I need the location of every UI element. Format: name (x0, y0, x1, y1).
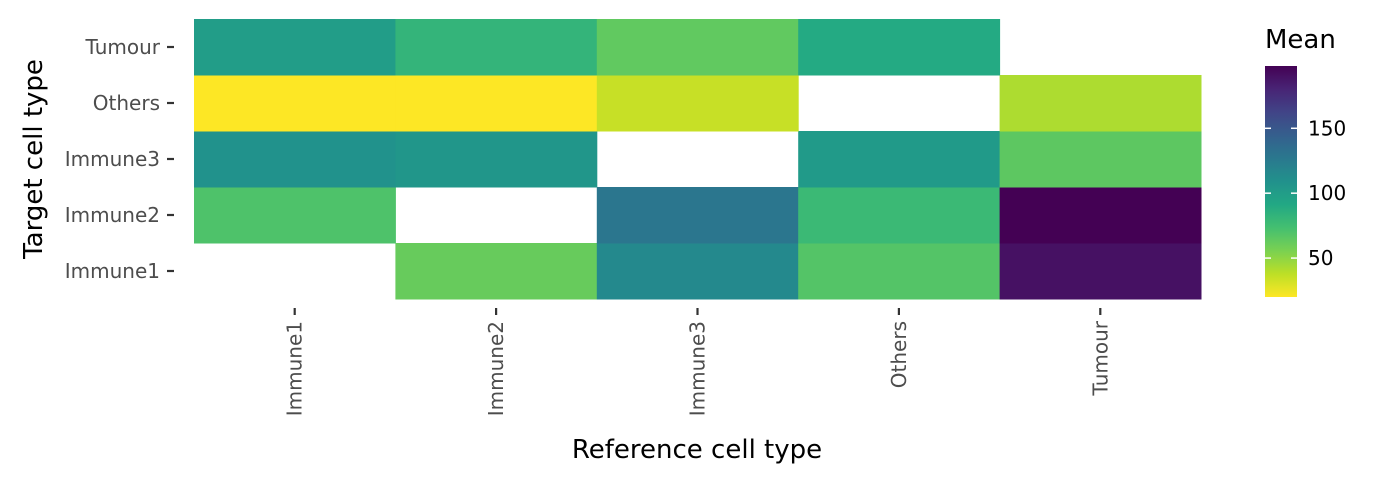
heatmap-cell (395, 243, 598, 300)
y-axis-title: Target cell type (19, 59, 49, 260)
heatmap-cell (194, 131, 396, 188)
heatmap-cell (999, 187, 1202, 244)
y-tick-label: Immune3 (65, 147, 160, 171)
heatmap-cell (798, 187, 1001, 244)
y-axis: Immune1 Immune2 Immune3 Others Tumour (65, 35, 174, 283)
x-tick-label: Immune2 (484, 321, 508, 416)
heatmap-cell (596, 243, 799, 300)
legend-tick-label: 100 (1308, 181, 1346, 205)
heatmap-cell (596, 75, 799, 132)
heatmap-cell (395, 131, 598, 188)
heatmap-cell (596, 187, 799, 244)
x-axis: Immune1 Immune2 Immune3 Others Tumour (283, 308, 1112, 416)
legend-tick-label: 50 (1308, 246, 1333, 270)
x-axis-title: Reference cell type (572, 435, 822, 465)
heatmap-cell (395, 75, 598, 132)
heatmap-cell (999, 75, 1202, 132)
legend-tick-label: 150 (1308, 116, 1346, 140)
x-tick-label: Others (887, 321, 911, 388)
heatmap-cell (999, 243, 1202, 300)
heatmap-cell (194, 187, 396, 244)
heatmap-cell (798, 131, 1001, 188)
heatmap-cell (999, 131, 1202, 188)
y-tick-label: Tumour (85, 35, 161, 59)
heatmap-cell (596, 19, 799, 76)
y-tick-label: Immune1 (65, 259, 160, 283)
x-tick-label: Tumour (1088, 320, 1112, 396)
legend-title: Mean (1265, 25, 1336, 55)
heatmap-cell (798, 19, 1001, 76)
heatmap-cell (194, 19, 396, 76)
heatmap-cell (194, 75, 396, 132)
y-tick-label: Others (93, 91, 160, 115)
y-tick-label: Immune2 (65, 203, 160, 227)
x-tick-label: Immune1 (283, 321, 307, 416)
heatmap-cell (798, 243, 1001, 300)
color-legend: Mean 50 100 150 (1265, 25, 1346, 297)
legend-ticks: 50 100 150 (1265, 116, 1346, 270)
heatmap-cell (395, 19, 598, 76)
x-tick-label: Immune3 (686, 321, 710, 416)
legend-color-bar (1265, 66, 1297, 297)
heatmap-cells (194, 19, 1202, 300)
